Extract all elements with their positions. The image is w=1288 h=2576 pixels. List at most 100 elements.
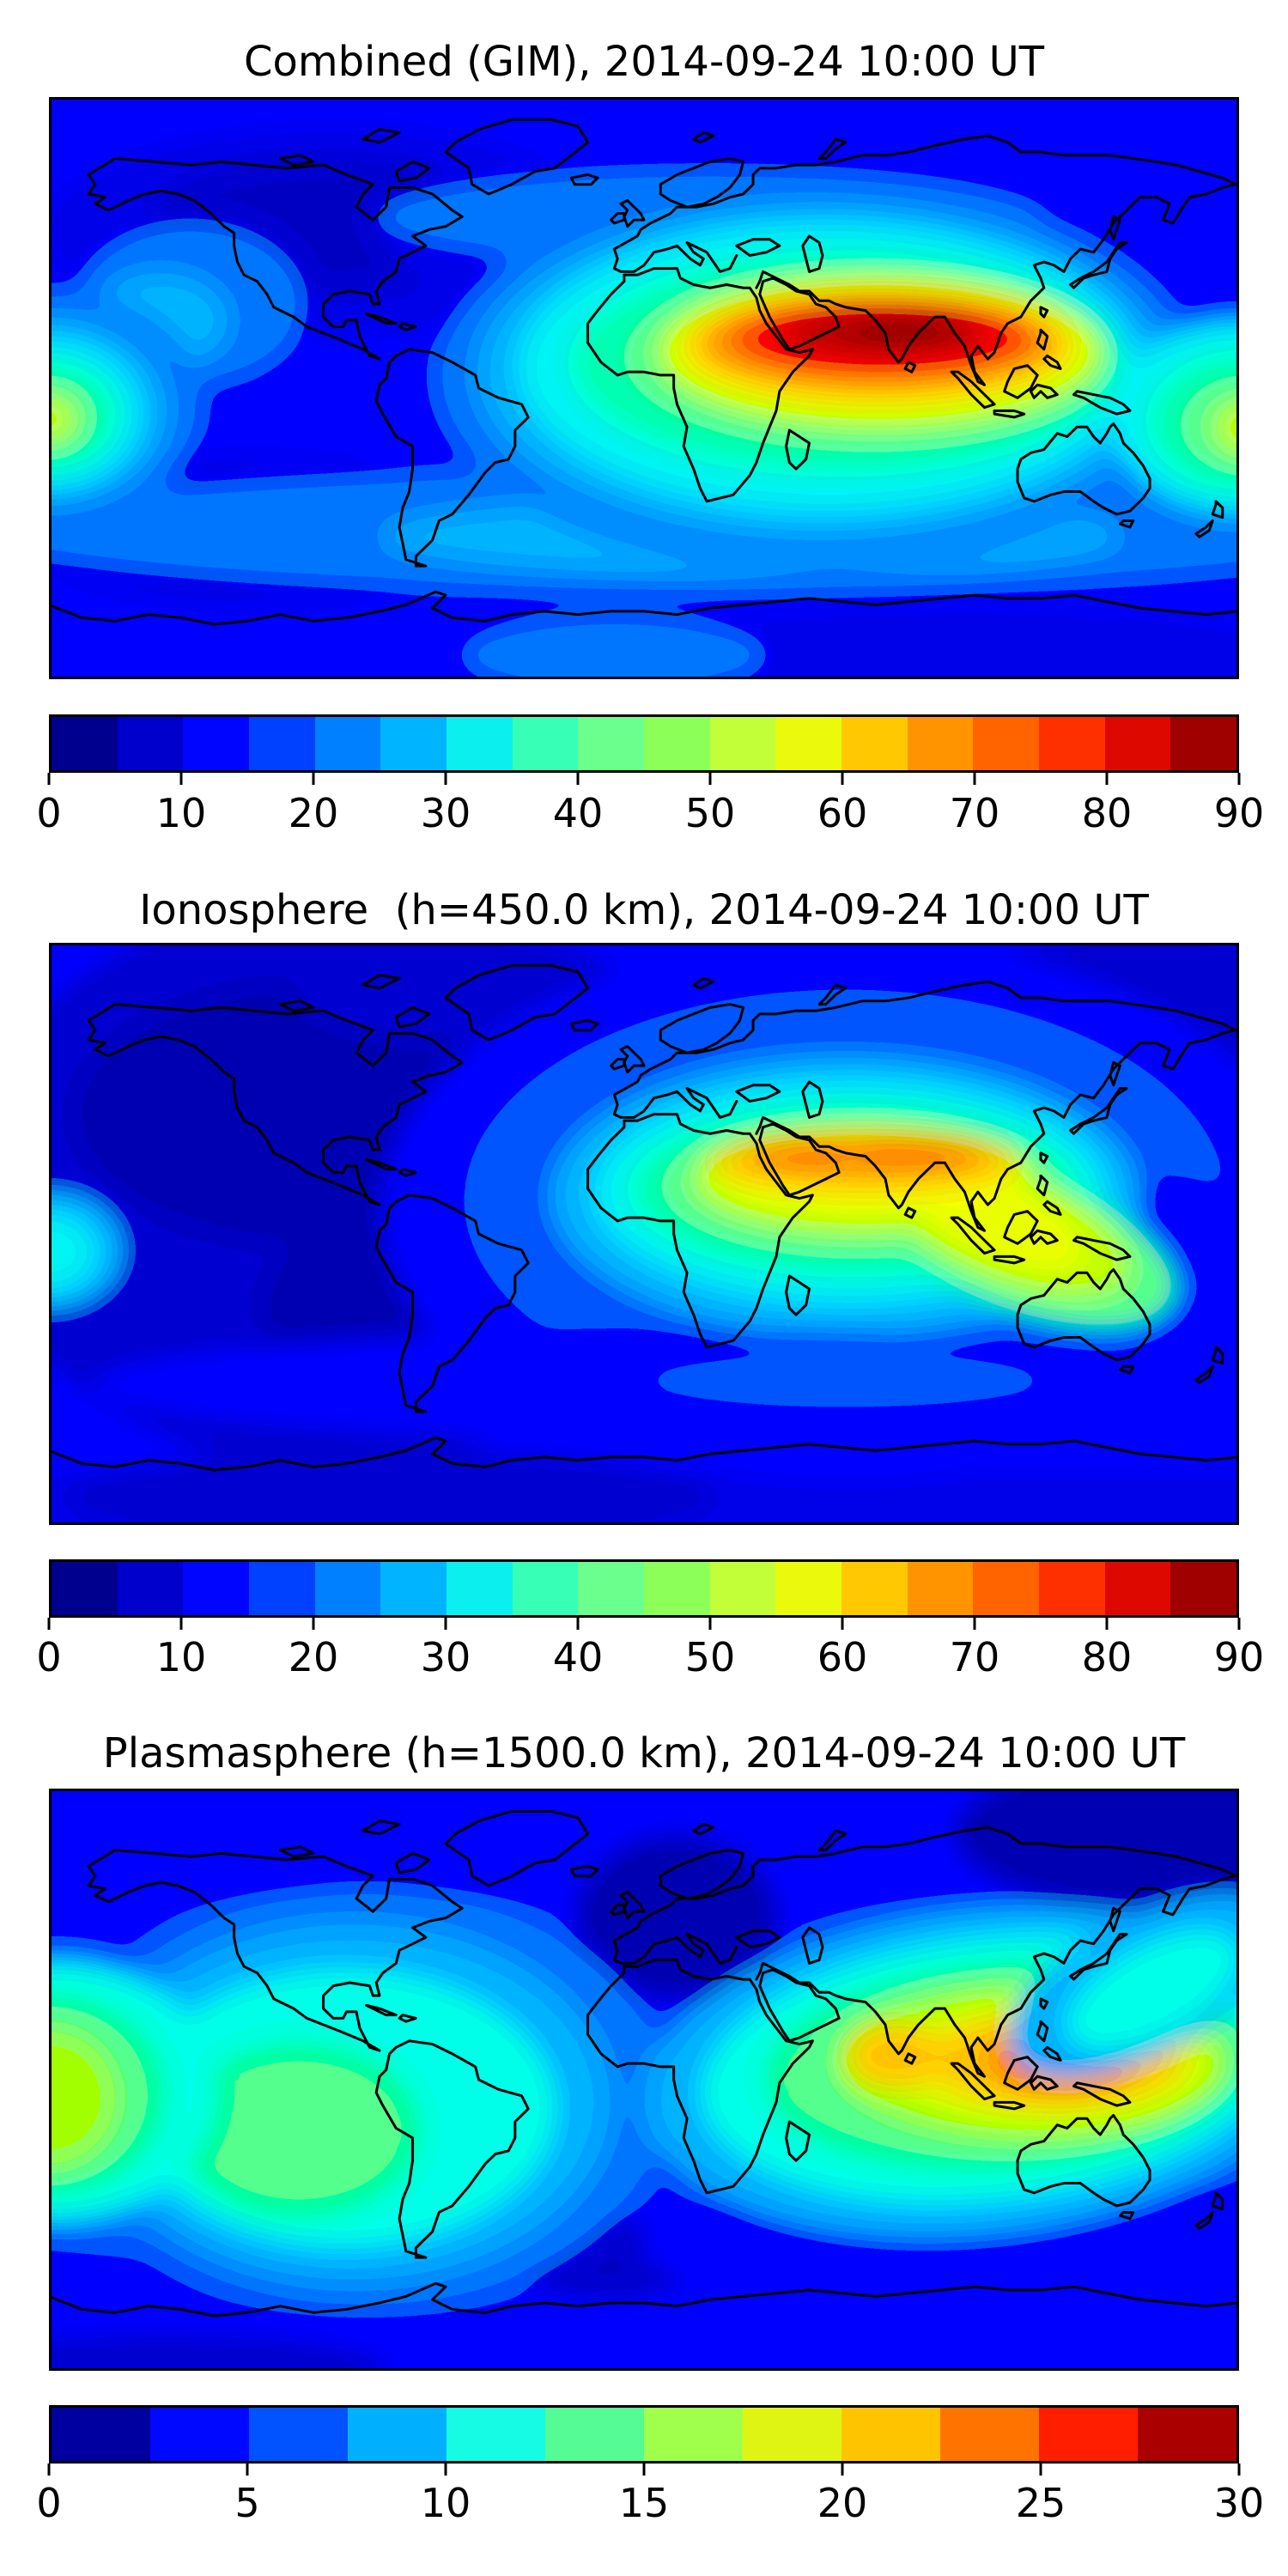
colorbar-band (380, 717, 447, 770)
tick-label: 10 (155, 1634, 207, 1680)
panel-3-title: Plasmasphere (h=1500.0 km), 2014-09-24 1… (102, 1729, 1186, 1777)
colorbar-band (512, 717, 579, 770)
colorbar-labels: 0 5 10 15 20 25 30 (36, 2479, 1264, 2527)
tick-mark (47, 2464, 51, 2476)
tick-label: 0 (36, 2480, 62, 2526)
colorbar-ticks (47, 2464, 1241, 2476)
tick-label: 90 (1213, 790, 1265, 836)
tick-label: 10 (420, 2480, 471, 2526)
tick-label: 0 (36, 1634, 62, 1680)
tick-mark (246, 2464, 249, 2476)
tec-field-ionosphere (49, 943, 1239, 1525)
tick-label: 40 (552, 1634, 604, 1680)
tick-label: 20 (288, 1634, 339, 1680)
map-border (49, 943, 1239, 1525)
tick-label: 40 (552, 790, 604, 836)
tick-label: 50 (684, 790, 736, 836)
colorbar-band (1039, 717, 1105, 770)
tick-label: 30 (420, 790, 471, 836)
tick-label: 20 (817, 2480, 868, 2526)
tick-mark (576, 773, 580, 785)
tick-label: 30 (1213, 2480, 1265, 2526)
colorbar-band (775, 717, 842, 770)
tick-mark (1237, 773, 1241, 785)
colorbar-band (644, 1562, 710, 1615)
tick-mark (1105, 773, 1109, 785)
map-border (49, 1789, 1239, 2371)
colorbar-segments (52, 1562, 1237, 1615)
colorbar-ticks (47, 1618, 1241, 1630)
colorbar-band (578, 1562, 645, 1615)
panel-2-title: Ionosphere (h=450.0 km), 2014-09-24 10:0… (139, 886, 1149, 934)
tick-mark (973, 1618, 976, 1630)
colorbar-band (743, 2408, 841, 2461)
colorbar-band (380, 1562, 447, 1615)
colorbar-band (545, 2408, 644, 2461)
colorbar-band (973, 717, 1040, 770)
tick-mark (179, 1618, 183, 1630)
map-canvas-ionosphere (49, 943, 1239, 1525)
tick-mark (444, 773, 447, 785)
colorbar-band (644, 2408, 743, 2461)
tick-label: 70 (949, 1634, 1000, 1680)
map-canvas-combined (49, 97, 1239, 679)
tick-mark (179, 773, 183, 785)
colorbar-band (249, 2408, 348, 2461)
colorbar-band (52, 2408, 150, 2461)
colorbar-band (150, 2408, 249, 2461)
tick-mark (1105, 1618, 1109, 1630)
tick-label: 5 (234, 2480, 260, 2526)
tick-label: 0 (36, 790, 62, 836)
colorbar-band (512, 1562, 579, 1615)
tick-label: 30 (420, 1634, 471, 1680)
colorbar-band (52, 1562, 118, 1615)
colorbar-band (1104, 717, 1171, 770)
colorbar-band (348, 2408, 447, 2461)
tick-label: 70 (949, 790, 1000, 836)
tick-mark (47, 1618, 51, 1630)
colorbar-band (940, 2408, 1039, 2461)
tec-field-combined (49, 97, 1239, 679)
tick-mark (312, 1618, 315, 1630)
tick-mark (708, 773, 712, 785)
colorbar-band (1104, 1562, 1171, 1615)
map-canvas-plasmasphere (49, 1789, 1239, 2371)
tick-label: 80 (1081, 790, 1133, 836)
tick-mark (47, 773, 51, 785)
tick-mark (841, 773, 844, 785)
colorbar-band (1170, 717, 1237, 770)
map-combined-gim (49, 97, 1239, 679)
colorbar-band (841, 2408, 940, 2461)
colorbar-band (52, 717, 118, 770)
tec-field-plasmasphere (49, 1789, 1239, 2371)
tick-label: 25 (1015, 2480, 1066, 2526)
tick-mark (708, 1618, 712, 1630)
colorbar-band (314, 717, 381, 770)
colorbar-band (907, 717, 974, 770)
colorbar-band (447, 1562, 513, 1615)
colorbar-ticks (47, 773, 1241, 785)
tick-mark (312, 773, 315, 785)
colorbar-band (1039, 1562, 1105, 1615)
colorbar-band (1039, 2408, 1138, 2461)
tick-mark (576, 1618, 580, 1630)
colorbar-band (1170, 1562, 1237, 1615)
tick-label: 20 (288, 790, 339, 836)
map-border (49, 97, 1239, 679)
tick-mark (1039, 2464, 1042, 2476)
tick-mark (841, 2464, 844, 2476)
colorbar-band (447, 2408, 545, 2461)
tick-mark (841, 1618, 844, 1630)
colorbar-band (183, 1562, 250, 1615)
colorbar-band (117, 1562, 184, 1615)
colorbar-band (183, 717, 250, 770)
tick-mark (973, 773, 976, 785)
colorbar-band (117, 717, 184, 770)
colorbar-band (907, 1562, 974, 1615)
colorbar-band (709, 1562, 776, 1615)
colorbar-band (973, 1562, 1040, 1615)
colorbar-band (841, 1562, 908, 1615)
colorbar-segments (52, 717, 1237, 770)
tick-label: 60 (817, 790, 868, 836)
